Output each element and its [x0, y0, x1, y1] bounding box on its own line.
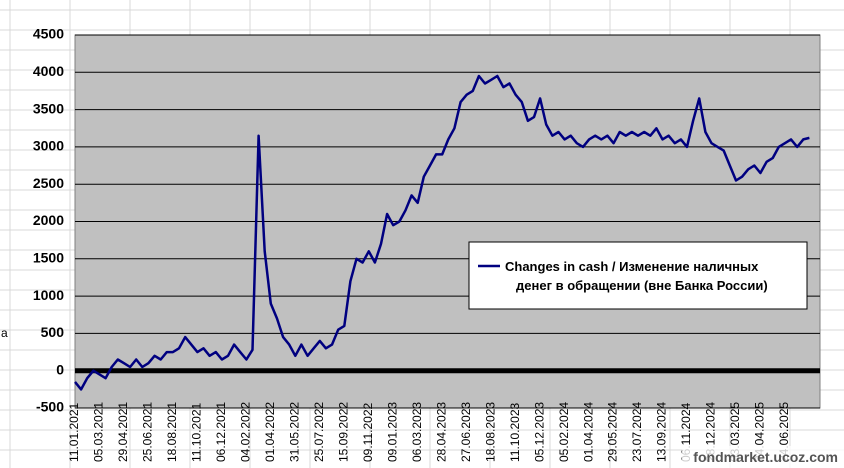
x-tick-label: 11.10.2021 [190, 403, 204, 462]
cell-text: a [1, 326, 8, 340]
x-tick-label: 11.01.2021 [67, 403, 81, 462]
x-tick-label: 01.04.2024 [581, 402, 595, 462]
series [74, 74, 810, 391]
x-tick-label: 25.07.2022 [312, 402, 326, 462]
x-tick-label: 09.11.2022 [361, 403, 375, 462]
y-tick-label: 2500 [33, 175, 64, 191]
y-tick-label: 0 [56, 361, 64, 377]
y-tick-label: 500 [41, 324, 65, 340]
y-tick-label: 4000 [33, 63, 64, 79]
x-tick-label: 06.03.2023 [410, 402, 424, 462]
x-tick-label: 27.06.2023 [459, 402, 473, 462]
y-tick-label: 2000 [33, 212, 64, 228]
y-tick-label: 3000 [33, 138, 64, 154]
x-tick-label: 31.05.2022 [287, 402, 301, 462]
x-tick-label: 11.10.2023 [508, 403, 522, 462]
x-tick-label: 18.08.2023 [483, 402, 497, 462]
watermark: fondmarket.ucoz.com [693, 449, 838, 465]
y-tick-label: 3500 [33, 100, 64, 116]
legend-label: Changes in cash / Изменение наличных дене… [505, 259, 768, 293]
x-tick-label: 05.02.2024 [557, 402, 571, 462]
x-tick-label: 23.07.2024 [630, 402, 644, 462]
x-tick-label: 09.01.2023 [385, 402, 399, 462]
x-tick-label: 06.12.2021 [214, 402, 228, 462]
x-tick-label: 29.04.2021 [116, 402, 130, 462]
x-tick-label: 15.09.2022 [336, 402, 350, 462]
y-tick-label: 4500 [33, 26, 64, 42]
grid [75, 34, 820, 409]
y-tick-label: 1000 [33, 287, 64, 303]
x-axis: 11.01.2021 05.03.2021 29.04.2021 25.06.2021… [67, 402, 791, 462]
x-tick-label: 01.04.2022 [263, 402, 277, 462]
x-tick-label: 13.09.2024 [655, 402, 669, 462]
series-line [74, 74, 810, 391]
x-tick-label: 29.05.2024 [606, 402, 620, 462]
legend [468, 241, 808, 310]
y-tick-label: 1500 [33, 250, 64, 266]
x-tick-label: 05.03.2021 [92, 402, 106, 462]
x-tick-label: 25.06.2021 [141, 402, 155, 462]
x-tick-label: 04.02.2022 [239, 402, 253, 462]
x-tick-label: 18.08.2021 [165, 402, 179, 462]
x-tick-label: 05.12.2023 [532, 402, 546, 462]
watermark-bg [682, 446, 844, 468]
x-tick-label: 28.04.2023 [434, 402, 448, 462]
y-tick-label: -500 [36, 399, 64, 415]
